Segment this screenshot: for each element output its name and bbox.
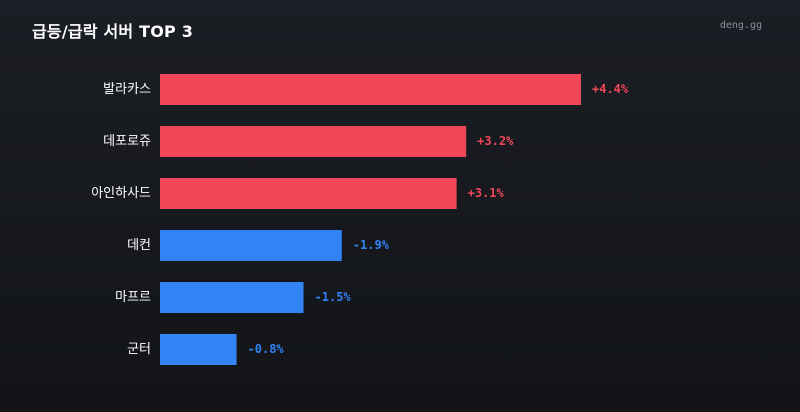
bar [160,230,342,261]
bar [160,126,467,157]
bar [160,178,457,209]
bar [160,74,581,105]
category-label: 데포로쥬 [103,134,151,149]
value-label: +4.4% [592,82,629,96]
chart-title: 급등/급락 서버 TOP 3 [32,22,194,41]
value-label: -0.8% [248,342,285,356]
category-label: 마프르 [115,290,151,305]
value-label: -1.5% [315,290,352,304]
value-label: +3.1% [468,186,505,200]
category-label: 데컨 [127,238,151,253]
bar [160,282,304,313]
value-label: -1.9% [353,238,390,252]
category-label: 군터 [127,342,151,357]
category-label: 아인하사드 [91,186,151,201]
brand-watermark: deng.gg [719,20,762,31]
value-label: +3.2% [477,134,514,148]
category-label: 발라카스 [103,82,151,97]
bar [160,334,237,365]
